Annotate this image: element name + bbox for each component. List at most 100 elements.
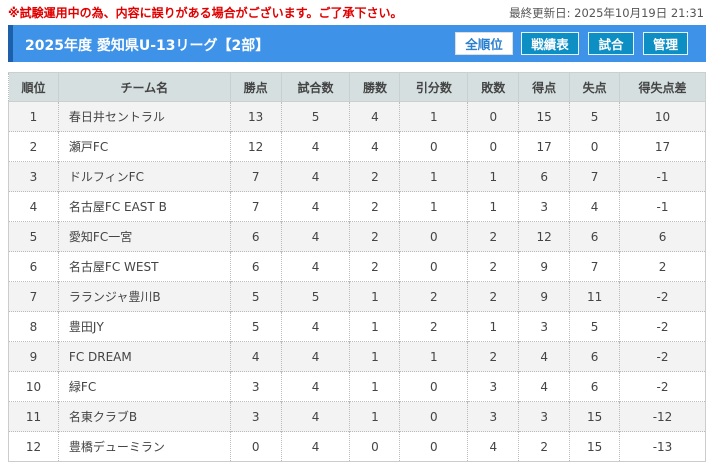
column-header: 敗数: [467, 72, 520, 102]
table-cell: 4: [280, 251, 350, 282]
table-cell: -13: [619, 431, 706, 462]
column-header: 順位: [8, 72, 59, 102]
table-row: 11 名東クラブB 3 4 1 0 3 3 15 -12: [8, 401, 706, 432]
table-cell: 0: [399, 401, 468, 432]
table-cell: 4: [569, 191, 620, 222]
table-cell: 4: [8, 191, 59, 222]
table-cell: 4: [349, 131, 400, 162]
table-cell: 2: [518, 431, 570, 462]
table-cell: 6: [8, 251, 59, 282]
column-header: 勝点: [229, 72, 282, 102]
team-name: 名古屋FC EAST B: [57, 191, 231, 222]
table-cell: 2: [8, 131, 59, 162]
table-cell: 15: [569, 401, 620, 432]
table-row: 6 名古屋FC WEST 6 4 2 0 2 9 7 2: [8, 251, 706, 282]
table-cell: 0: [399, 251, 468, 282]
table-cell: 4: [518, 371, 570, 402]
table-cell: 1: [8, 101, 59, 132]
table-cell: 2: [349, 191, 400, 222]
table-cell: 1: [467, 161, 519, 192]
table-cell: 6: [229, 221, 282, 252]
table-cell: 7: [569, 251, 620, 282]
table-cell: 12: [8, 431, 59, 462]
table-cell: 10: [8, 371, 59, 402]
table-cell: 3: [518, 311, 570, 342]
table-cell: 0: [399, 131, 468, 162]
matches-button[interactable]: 試合: [588, 32, 634, 55]
table-cell: 13: [229, 101, 282, 132]
table-cell: 3: [229, 371, 282, 402]
table-cell: 5: [280, 281, 350, 312]
all-standings-button[interactable]: 全順位: [455, 32, 513, 55]
column-header: 引分数: [399, 72, 469, 102]
table-cell: 3: [8, 161, 59, 192]
table-cell: 3: [229, 401, 282, 432]
table-row: 7 ラランジャ豊川B 5 5 1 2 2 9 11 -2: [8, 281, 706, 312]
column-header: 勝数: [349, 72, 401, 102]
table-cell: 1: [399, 191, 468, 222]
table-cell: -2: [619, 341, 706, 372]
table-cell: -1: [619, 191, 706, 222]
team-name: 豊田JY: [57, 311, 231, 342]
team-name: FC DREAM: [57, 341, 231, 372]
table-cell: 9: [518, 251, 570, 282]
table-row: 9 FC DREAM 4 4 1 1 2 4 6 -2: [8, 341, 706, 372]
table-cell: 7: [8, 281, 59, 312]
table-cell: 1: [399, 161, 468, 192]
table-cell: 4: [280, 341, 350, 372]
table-cell: 4: [280, 311, 350, 342]
table-cell: 0: [229, 431, 282, 462]
table-cell: 4: [280, 191, 350, 222]
table-cell: 15: [569, 431, 620, 462]
table-cell: -2: [619, 311, 706, 342]
table-cell: 5: [569, 101, 620, 132]
table-cell: 4: [349, 101, 400, 132]
team-name: ドルフィンFC: [57, 161, 231, 192]
table-cell: 1: [349, 311, 400, 342]
team-name: 名古屋FC WEST: [57, 251, 231, 282]
table-cell: 17: [518, 131, 570, 162]
table-cell: -12: [619, 401, 706, 432]
table-cell: 4: [280, 131, 350, 162]
column-header: チーム名: [57, 72, 231, 102]
standings-table: 順位 チーム名 勝点 試合数 勝数 引分数 敗数 得点 失点 得失点差 1 春日井セントラル 13 5 4…: [8, 72, 706, 462]
table-cell: 2: [467, 221, 519, 252]
table-cell: 4: [280, 221, 350, 252]
table-cell: 1: [349, 341, 400, 372]
table-cell: 1: [349, 401, 400, 432]
table-row: 1 春日井セントラル 13 5 4 1 0 15 5 10: [8, 101, 706, 132]
team-name: 豊橋デューミラン: [57, 431, 231, 462]
table-cell: 6: [569, 221, 620, 252]
results-table-button[interactable]: 戦績表: [521, 32, 579, 55]
table-cell: -2: [619, 371, 706, 402]
table-cell: 5: [280, 101, 350, 132]
table-cell: 2: [349, 251, 400, 282]
table-cell: 15: [518, 101, 570, 132]
table-cell: 1: [467, 311, 519, 342]
team-name: ラランジャ豊川B: [57, 281, 231, 312]
table-row: 12 豊橋デューミラン 0 4 0 0 4 2 15 -13: [8, 431, 706, 462]
admin-button[interactable]: 管理: [643, 32, 688, 55]
table-cell: 10: [619, 101, 706, 132]
table-row: 10 緑FC 3 4 1 0 3 4 6 -2: [8, 371, 706, 402]
table-cell: 4: [518, 341, 570, 372]
table-cell: 4: [280, 161, 350, 192]
table-cell: 3: [467, 371, 519, 402]
table-cell: 12: [518, 221, 570, 252]
table-cell: 2: [467, 281, 519, 312]
table-cell: 9: [8, 341, 59, 372]
team-name: 愛知FC一宮: [57, 221, 231, 252]
table-cell: 6: [569, 341, 620, 372]
table-cell: 1: [349, 281, 400, 312]
table-cell: 8: [8, 311, 59, 342]
table-cell: 11: [569, 281, 620, 312]
table-row: 4 名古屋FC EAST B 7 4 2 1 1 3 4 -1: [8, 191, 706, 222]
table-cell: 5: [229, 281, 282, 312]
table-cell: 11: [8, 401, 59, 432]
table-cell: 6: [569, 371, 620, 402]
table-cell: 6: [518, 161, 570, 192]
table-cell: 17: [619, 131, 706, 162]
table-cell: 0: [349, 431, 400, 462]
table-cell: -1: [619, 161, 706, 192]
team-name: 緑FC: [57, 371, 231, 402]
